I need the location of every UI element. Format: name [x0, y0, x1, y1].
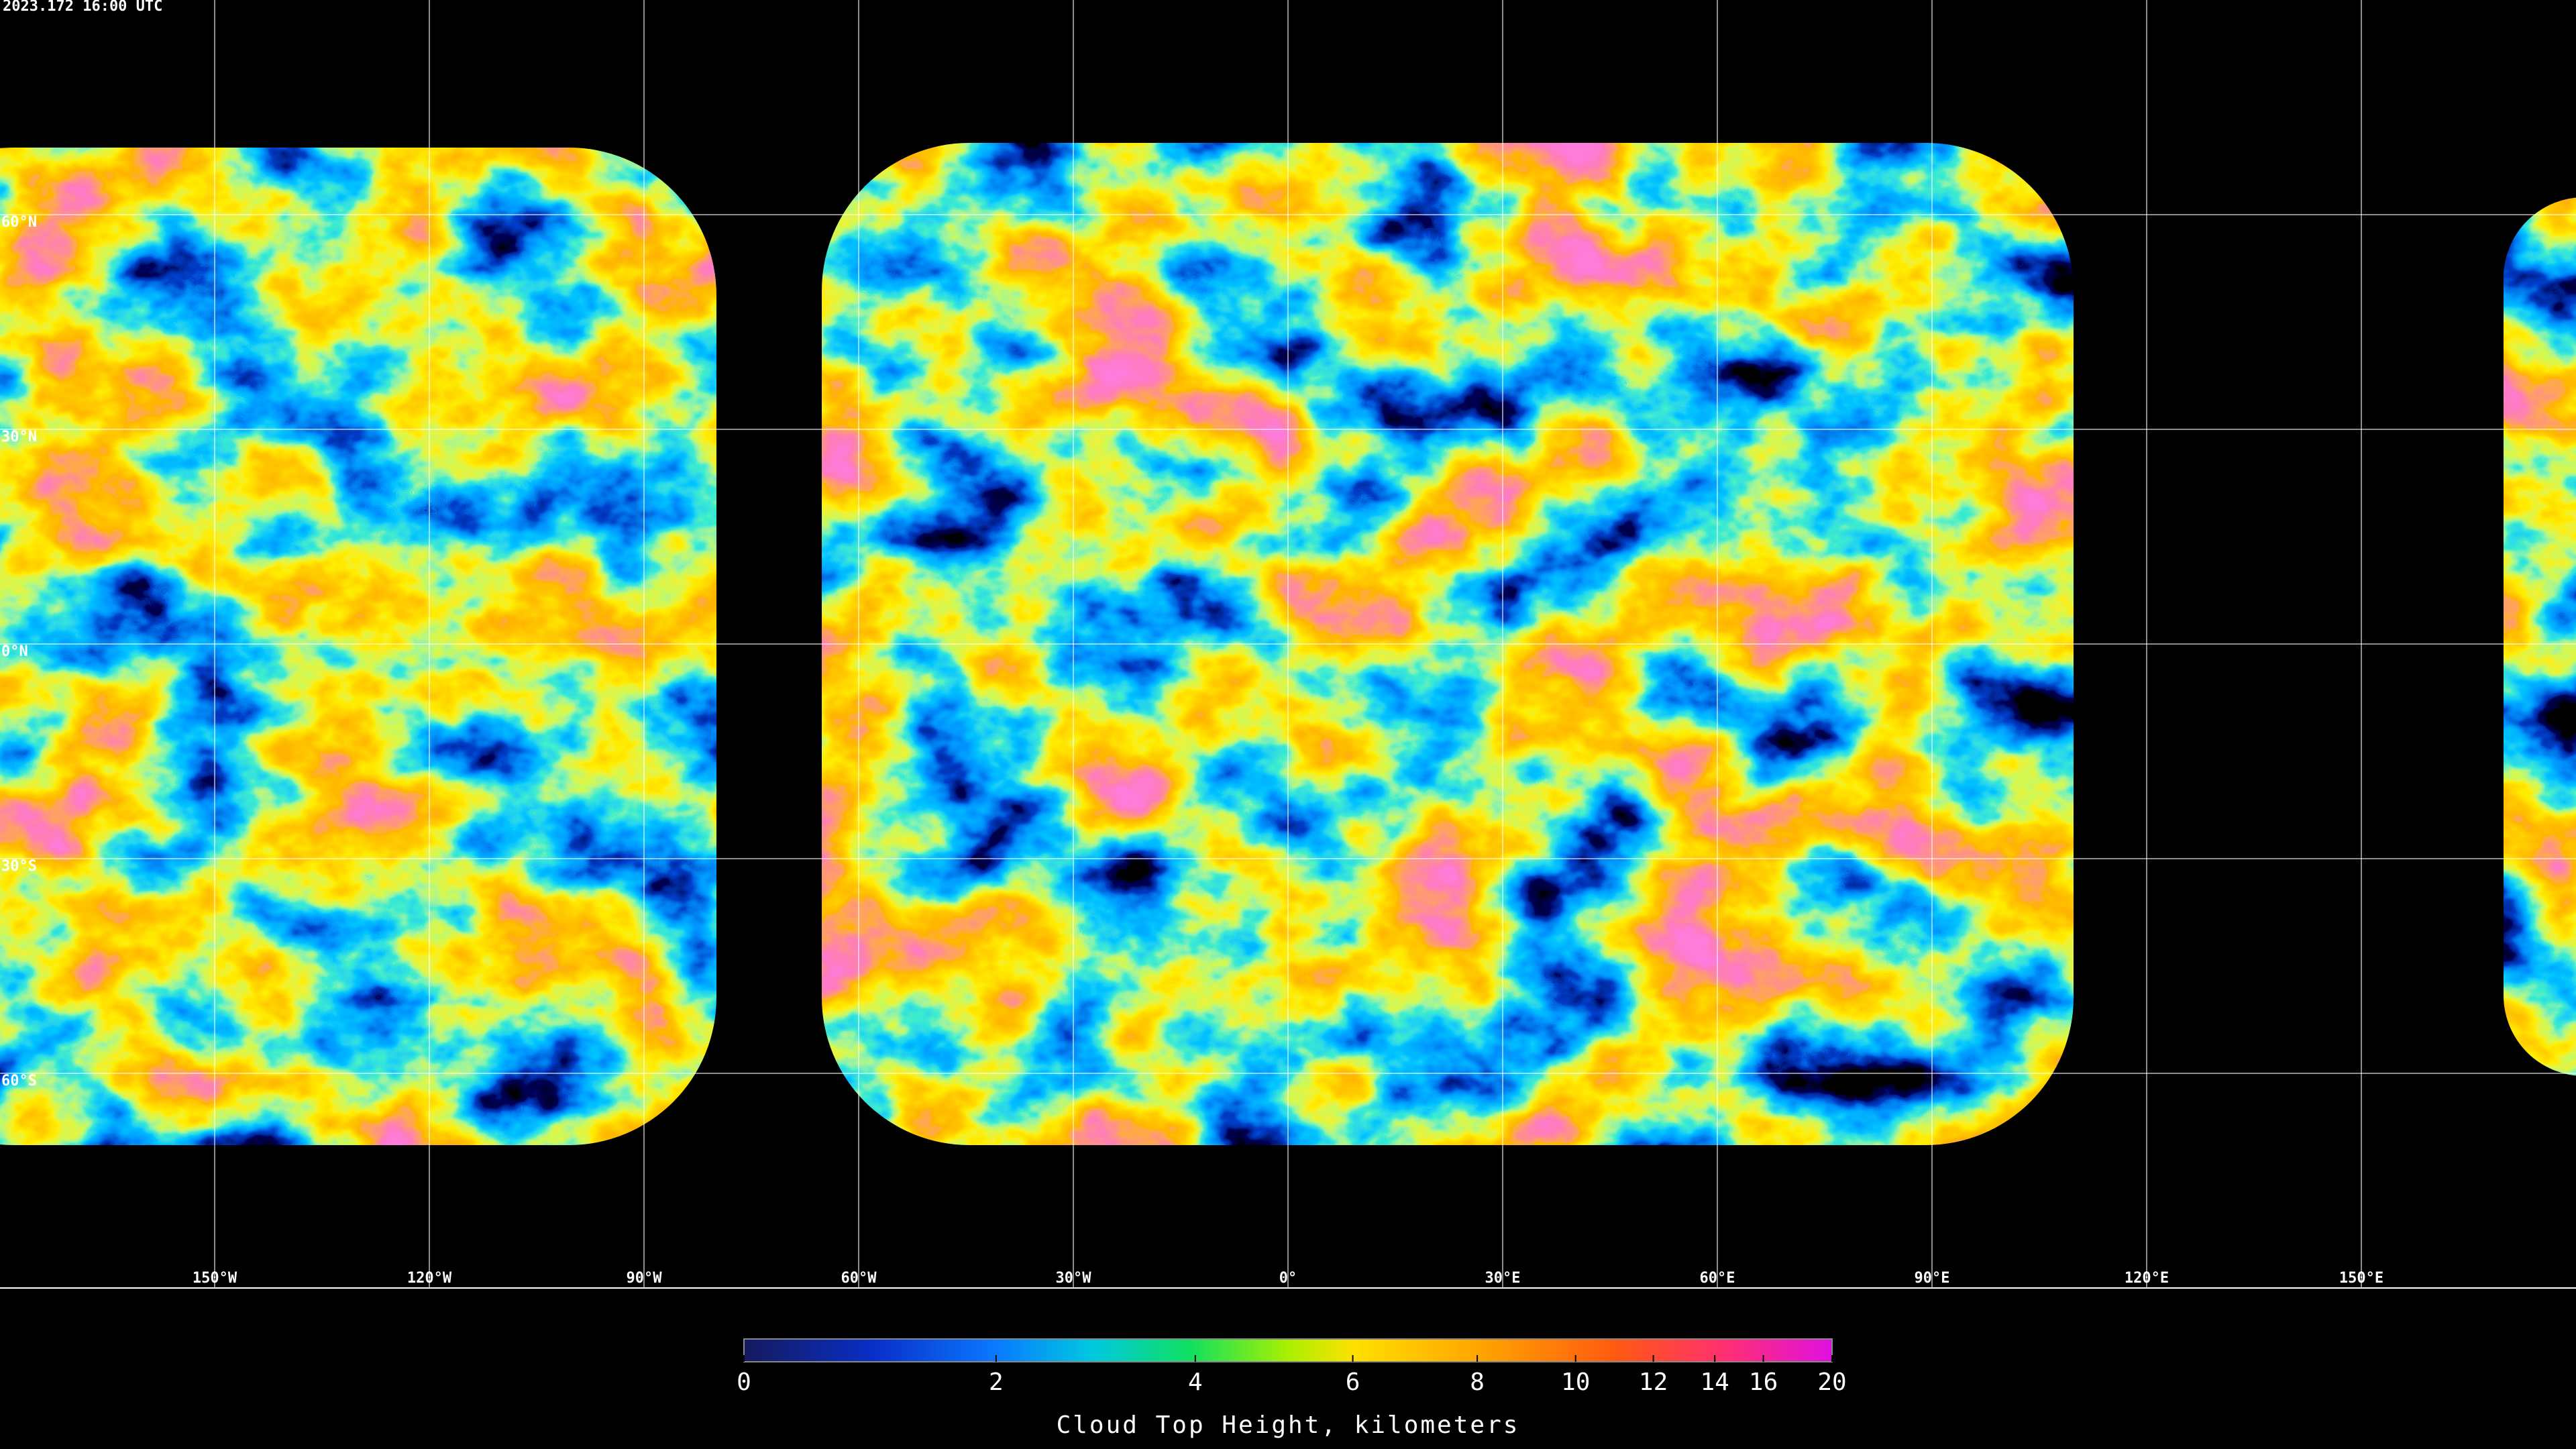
colorbar-ticks: 0 2 4 6 8 10 12 14 16 20 — [737, 1355, 1847, 1396]
colorbar-tick-label: 14 — [1701, 1368, 1729, 1396]
latitude-label: 60°S — [1, 1073, 37, 1089]
colorbar-tick-label: 16 — [1749, 1368, 1778, 1396]
longitude-label: 30°E — [1485, 1270, 1521, 1287]
latitude-label: 30°S — [1, 858, 37, 875]
colorbar-tick-label: 8 — [1470, 1368, 1485, 1396]
colorbar-label: Cloud Top Height, kilometers — [1057, 1411, 1520, 1439]
latitude-label: 60°N — [1, 214, 37, 231]
longitude-label: 90°W — [627, 1270, 663, 1287]
latitude-label: 0°N — [1, 643, 28, 660]
colorbar-tick-label: 6 — [1346, 1368, 1360, 1396]
longitude-label: 0° — [1279, 1270, 1297, 1287]
longitude-label: 30°W — [1056, 1270, 1092, 1287]
colorbar-tick-label: 20 — [1817, 1368, 1846, 1396]
longitude-label: 120°E — [2125, 1270, 2169, 1287]
longitude-label: 90°E — [1915, 1270, 1950, 1287]
colorbar-tick-label: 12 — [1639, 1368, 1668, 1396]
colorbar-tick-label: 0 — [737, 1368, 751, 1396]
colorbar-tick-label: 10 — [1561, 1368, 1590, 1396]
colorbar-tick-label: 2 — [989, 1368, 1004, 1396]
longitude-label: 60°E — [1700, 1270, 1735, 1287]
colorbar — [743, 1338, 1833, 1362]
latitude-label: 30°N — [1, 429, 37, 445]
colorbar-tick-label: 4 — [1188, 1368, 1203, 1396]
longitude-label: 60°W — [841, 1270, 877, 1287]
longitude-label: 120°W — [407, 1270, 452, 1287]
graticule — [0, 0, 2576, 1289]
map-labels: 150°W 120°W 90°W 60°W 30°W 0° 30°E 60°E 90°E 120°… — [1, 214, 2383, 1287]
longitude-label: 150°E — [2339, 1270, 2383, 1287]
longitude-label: 150°W — [193, 1270, 237, 1287]
timestamp: 2023.172 16:00 UTC — [3, 0, 162, 15]
